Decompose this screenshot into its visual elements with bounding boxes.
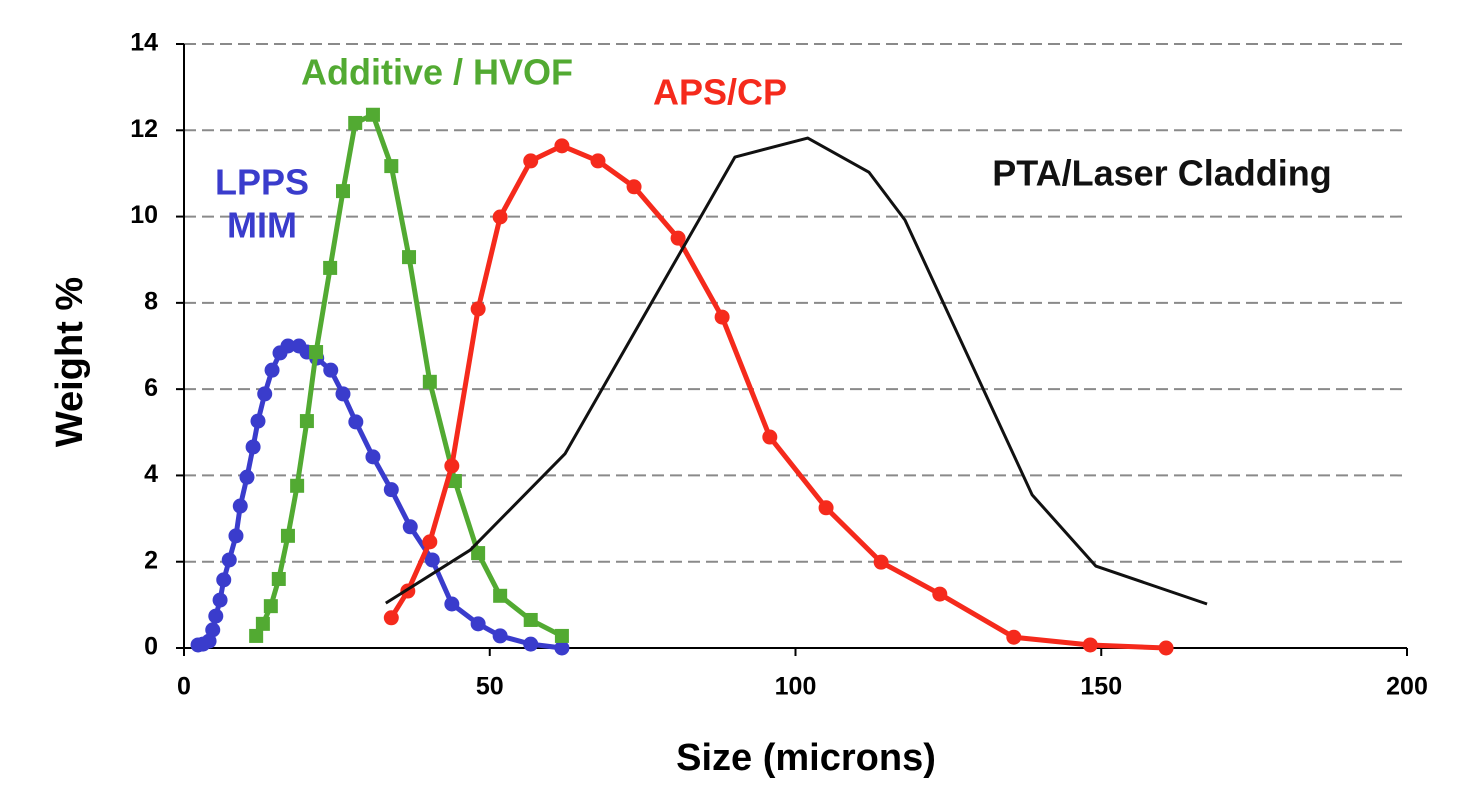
marker [444,596,460,612]
marker [205,622,221,638]
marker [626,179,642,195]
marker [493,588,508,603]
marker [422,374,437,389]
x-tick-label: 0 [177,673,191,701]
marker [365,449,381,465]
marker [250,413,266,429]
y-tick-label: 10 [130,201,158,229]
x-tick-label: 100 [775,673,817,701]
y-tick-label: 4 [144,460,158,488]
marker [221,552,237,568]
marker [280,528,295,543]
marker [383,482,399,498]
y-tick-label: 2 [144,546,158,574]
marker [1006,629,1022,645]
marker [554,640,570,656]
marker [216,572,232,588]
marker [492,209,508,225]
x-tick-label: 150 [1080,673,1122,701]
marker [309,345,324,360]
series-line [253,112,564,639]
y-tick-label: 6 [144,374,158,402]
marker [383,610,399,626]
marker [444,458,460,474]
marker [492,628,508,644]
marker [590,153,606,169]
series-label: APS/CP [653,72,787,113]
marker [212,592,228,608]
y-tick-label: 14 [130,29,158,57]
marker [384,159,399,174]
y-tick-label: 8 [144,287,158,315]
marker [263,599,278,614]
marker [323,362,339,378]
x-axis-label: Size (microns) [676,737,936,779]
marker [762,429,778,445]
marker [471,546,486,561]
marker [402,519,418,535]
series-label: PTA/Laser Cladding [992,153,1331,194]
marker [323,260,338,275]
marker [264,362,280,378]
marker [232,498,248,514]
marker [932,586,948,602]
marker [1082,637,1098,653]
marker [523,612,538,627]
marker [1158,640,1174,656]
marker [447,474,462,489]
marker [348,115,363,130]
marker [714,309,730,325]
marker [280,338,296,354]
marker [470,616,486,632]
marker [249,628,264,643]
marker [523,153,539,169]
marker [873,554,889,570]
marker [554,628,569,643]
marker [554,138,570,154]
marker [422,534,438,550]
y-tick-label: 12 [130,115,158,143]
marker [208,608,224,624]
x-tick-label: 50 [476,673,504,701]
marker [402,250,417,265]
series-line [389,143,1167,651]
marker [424,552,440,568]
x-tick-label: 200 [1386,673,1428,701]
marker [290,478,305,493]
marker [271,571,286,586]
series-label: Additive / HVOF [301,52,573,93]
marker [239,469,255,485]
marker [365,107,380,122]
marker [335,184,350,199]
marker [818,500,834,516]
series-label: LPPS [215,162,309,203]
marker [335,386,351,402]
marker [348,414,364,430]
marker [245,439,261,455]
marker [670,230,686,246]
marker [470,301,486,317]
marker [523,636,539,652]
y-tick-label: 0 [144,633,158,661]
marker [228,528,244,544]
marker [299,414,314,429]
marker [255,616,270,631]
y-axis-label: Weight % [49,277,91,447]
series-line [384,136,1208,606]
marker [257,386,273,402]
series-label: MIM [227,205,297,246]
